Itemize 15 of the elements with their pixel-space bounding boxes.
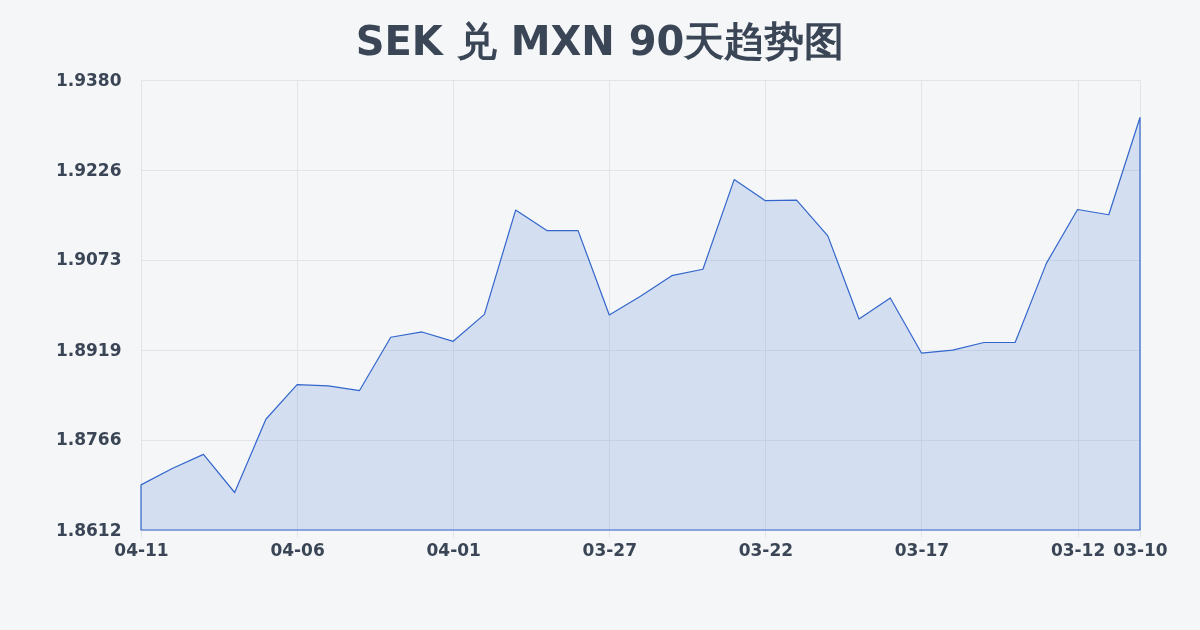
y-tick-label: 1.9073	[55, 249, 122, 270]
x-tick-label: 04-01	[426, 539, 481, 560]
y-tick-label: 1.8919	[55, 339, 122, 360]
x-tick-label: 03-10	[1113, 539, 1168, 560]
y-tick-label: 1.8612	[55, 519, 122, 540]
y-tick-label: 1.8766	[55, 429, 122, 450]
chart-title: SEK 兑 MXN 90天趋势图	[355, 18, 845, 64]
x-tick-label: 03-27	[582, 539, 637, 560]
x-tick-label: 03-17	[894, 539, 950, 560]
x-tick-label: 04-11	[114, 539, 169, 560]
y-tick-label: 1.9380	[55, 69, 122, 90]
x-tick-label: 04-06	[270, 539, 325, 560]
y-tick-label: 1.9226	[55, 159, 122, 180]
x-tick-label: 03-12	[1050, 539, 1106, 560]
x-tick-label: 03-22	[738, 539, 794, 560]
